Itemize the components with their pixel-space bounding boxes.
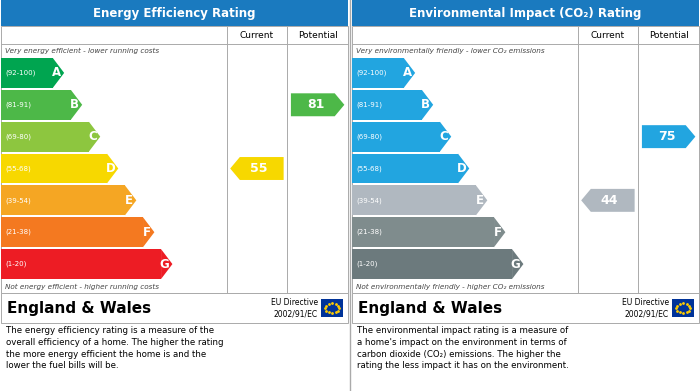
Bar: [352, 0, 699, 26]
Text: F: F: [494, 226, 503, 239]
Bar: [352, 249, 512, 279]
Text: C: C: [88, 130, 97, 143]
Text: (81-91): (81-91): [356, 102, 382, 108]
Text: The environmental impact rating is a measure of
a home's impact on the environme: The environmental impact rating is a mea…: [357, 326, 568, 370]
Bar: [1, 217, 143, 247]
Bar: [1, 90, 71, 120]
Text: (55-68): (55-68): [5, 165, 31, 172]
Polygon shape: [642, 125, 695, 148]
Bar: [352, 185, 476, 215]
Text: C: C: [440, 130, 448, 143]
Polygon shape: [512, 249, 524, 279]
Bar: [1, 26, 348, 293]
Text: EU Directive
2002/91/EC: EU Directive 2002/91/EC: [271, 298, 318, 318]
Text: Current: Current: [240, 30, 274, 39]
Polygon shape: [458, 154, 469, 183]
Text: EU Directive
2002/91/EC: EU Directive 2002/91/EC: [622, 298, 669, 318]
Polygon shape: [494, 217, 505, 247]
Text: Not energy efficient - higher running costs: Not energy efficient - higher running co…: [5, 283, 159, 290]
Text: A: A: [403, 66, 412, 79]
Polygon shape: [230, 157, 284, 180]
Bar: [1, 58, 52, 88]
Bar: [352, 293, 699, 323]
Text: D: D: [106, 162, 116, 175]
Polygon shape: [71, 90, 82, 120]
Bar: [352, 90, 422, 120]
Polygon shape: [89, 122, 100, 152]
Text: B: B: [421, 98, 430, 111]
Text: The energy efficiency rating is a measure of the
overall efficiency of a home. T: The energy efficiency rating is a measur…: [6, 326, 223, 370]
Text: 81: 81: [307, 98, 325, 111]
Text: F: F: [144, 226, 151, 239]
Bar: [352, 154, 458, 183]
Polygon shape: [107, 154, 118, 183]
Text: D: D: [456, 162, 466, 175]
Text: (21-38): (21-38): [356, 229, 382, 235]
Polygon shape: [440, 122, 452, 152]
Text: (69-80): (69-80): [356, 133, 382, 140]
Text: E: E: [476, 194, 484, 207]
Text: Energy Efficiency Rating: Energy Efficiency Rating: [93, 7, 256, 20]
Bar: [352, 26, 699, 293]
Polygon shape: [125, 185, 136, 215]
Bar: [1, 154, 107, 183]
Bar: [1, 185, 125, 215]
Text: (1-20): (1-20): [356, 261, 377, 267]
Text: A: A: [52, 66, 61, 79]
Text: Potential: Potential: [298, 30, 337, 39]
Text: (39-54): (39-54): [5, 197, 31, 204]
Text: (39-54): (39-54): [356, 197, 382, 204]
Polygon shape: [404, 58, 415, 88]
Text: 44: 44: [601, 194, 618, 207]
Text: (92-100): (92-100): [5, 70, 36, 76]
Bar: [672, 299, 694, 317]
Bar: [321, 299, 343, 317]
Text: Very environmentally friendly - lower CO₂ emissions: Very environmentally friendly - lower CO…: [356, 47, 545, 54]
Text: E: E: [125, 194, 133, 207]
Text: Not environmentally friendly - higher CO₂ emissions: Not environmentally friendly - higher CO…: [356, 283, 545, 290]
Polygon shape: [52, 58, 64, 88]
Bar: [352, 217, 494, 247]
Text: (55-68): (55-68): [356, 165, 382, 172]
Polygon shape: [476, 185, 487, 215]
Text: 55: 55: [250, 162, 267, 175]
Text: Very energy efficient - lower running costs: Very energy efficient - lower running co…: [5, 47, 159, 54]
Polygon shape: [291, 93, 344, 116]
Polygon shape: [161, 249, 172, 279]
Polygon shape: [143, 217, 155, 247]
Polygon shape: [422, 90, 433, 120]
Text: (21-38): (21-38): [5, 229, 31, 235]
Text: (81-91): (81-91): [5, 102, 31, 108]
Text: England & Wales: England & Wales: [358, 301, 502, 316]
Text: (92-100): (92-100): [356, 70, 386, 76]
Text: Potential: Potential: [649, 30, 689, 39]
Polygon shape: [581, 189, 635, 212]
Text: 75: 75: [659, 130, 676, 143]
Bar: [1, 0, 348, 26]
Text: England & Wales: England & Wales: [7, 301, 151, 316]
Bar: [352, 58, 404, 88]
Text: G: G: [160, 258, 169, 271]
Text: (69-80): (69-80): [5, 133, 31, 140]
Bar: [1, 122, 89, 152]
Bar: [1, 293, 348, 323]
Bar: [352, 122, 440, 152]
Text: (1-20): (1-20): [5, 261, 27, 267]
Text: B: B: [70, 98, 79, 111]
Bar: [1, 249, 161, 279]
Text: G: G: [511, 258, 520, 271]
Text: Environmental Impact (CO₂) Rating: Environmental Impact (CO₂) Rating: [410, 7, 642, 20]
Text: Current: Current: [591, 30, 625, 39]
